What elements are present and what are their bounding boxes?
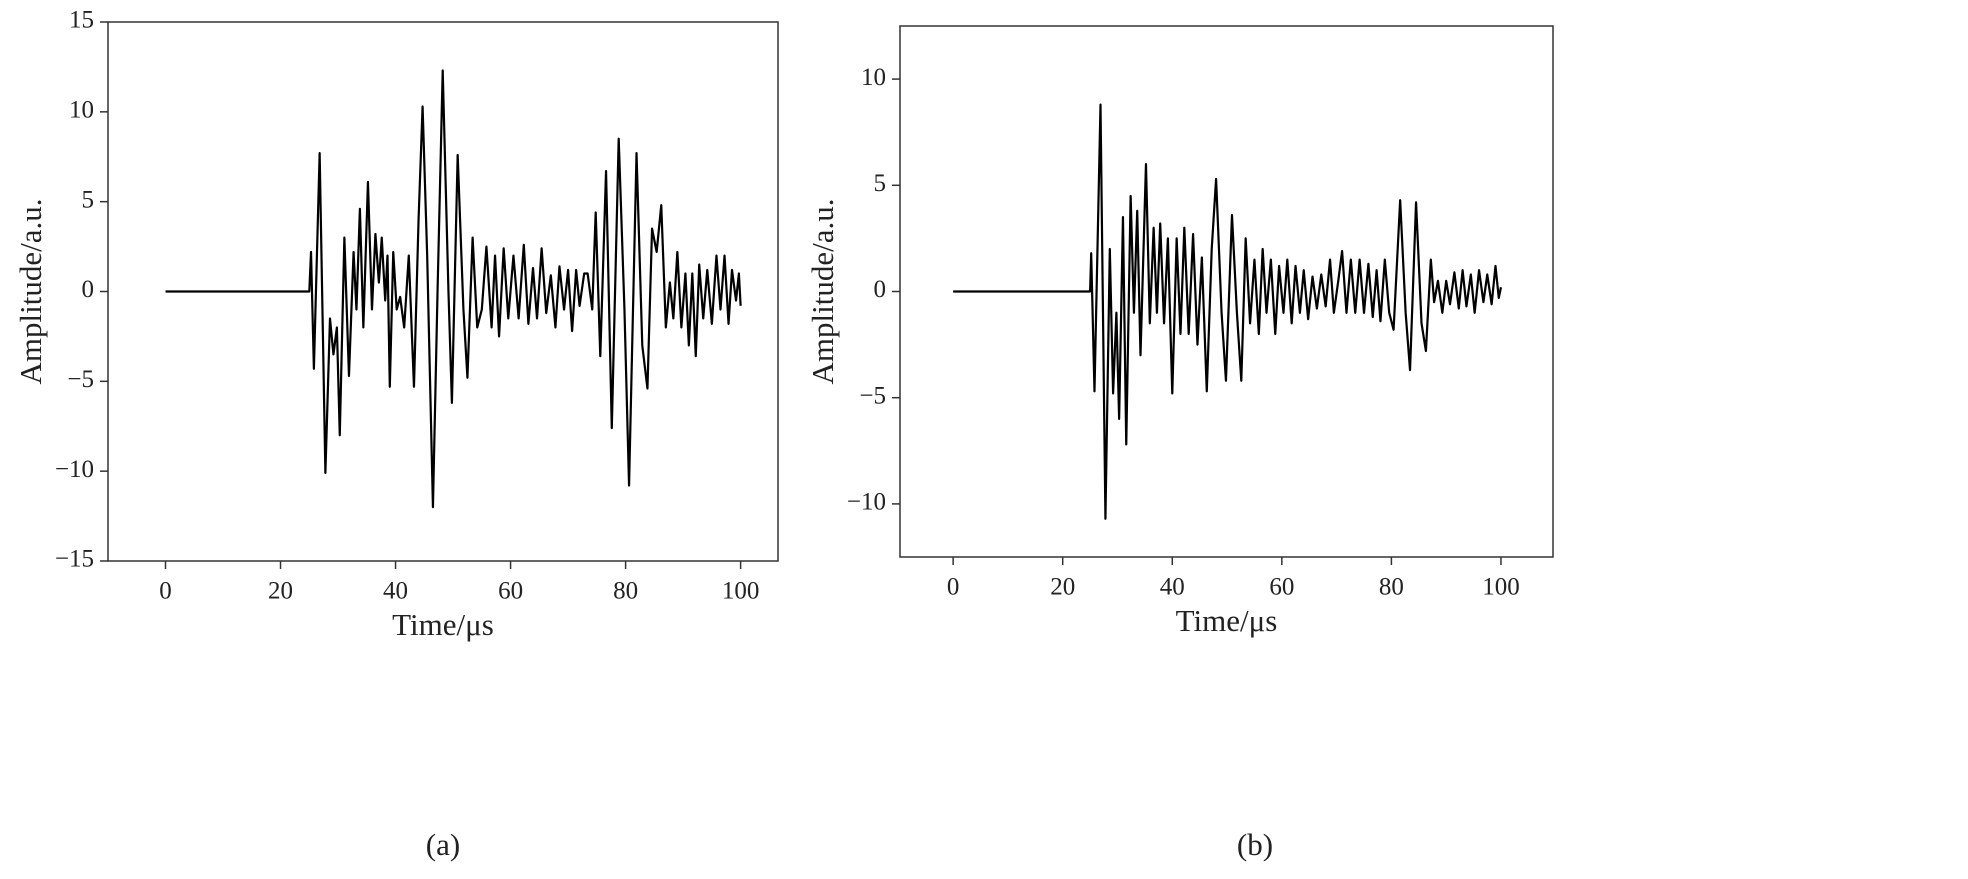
y-tick-label: 0 [874,276,887,303]
waveform-line [165,69,742,509]
x-tick-label: 60 [1269,574,1294,601]
x-tick-label: 40 [383,578,408,605]
x-tick-label: 100 [1482,574,1520,601]
x-tick-label: 0 [159,578,172,605]
y-tick-label: −5 [859,382,886,409]
x-axis-label: Time/μs [392,607,494,642]
caption: (a) [426,827,460,862]
y-axis-label: Amplitude/a.u. [13,199,48,385]
y-tick-label: 10 [861,64,886,91]
y-tick-label: 5 [874,170,887,197]
x-tick-label: 40 [1160,574,1185,601]
y-tick-label: 0 [82,276,95,303]
y-tick-label: 10 [69,97,94,124]
x-axis-label: Time/μs [1176,603,1278,638]
y-tick-label: −5 [67,366,94,393]
waveform-line [953,103,1503,520]
y-axis-label: Amplitude/a.u. [805,199,840,385]
x-tick-label: 80 [613,578,638,605]
x-tick-label: 20 [1050,574,1075,601]
x-tick-label: 60 [498,578,523,605]
caption: (b) [1237,827,1273,862]
y-tick-label: 5 [82,186,95,213]
x-tick-label: 80 [1379,574,1404,601]
x-tick-label: 0 [947,574,960,601]
y-tick-label: 15 [69,7,94,34]
y-tick-label: −10 [847,489,886,516]
y-tick-label: −10 [55,456,94,483]
x-tick-label: 100 [722,578,760,605]
x-tick-label: 20 [268,578,293,605]
y-tick-label: −15 [55,546,94,573]
